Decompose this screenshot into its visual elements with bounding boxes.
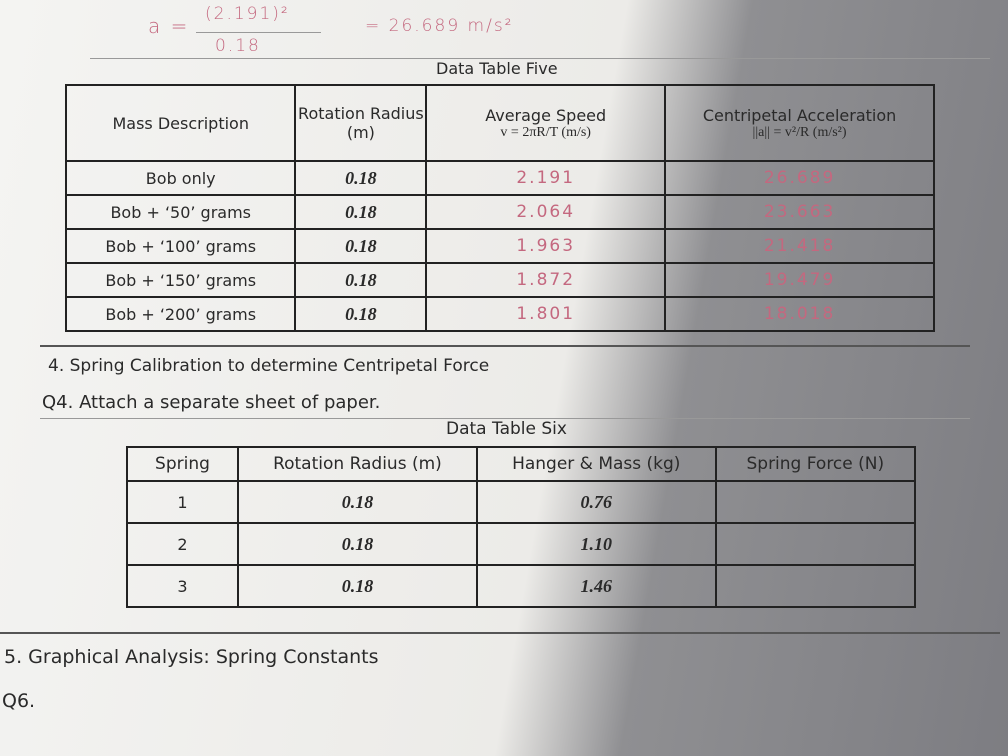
formula-result: = 26.689 m/s² bbox=[365, 16, 514, 36]
fraction-bar bbox=[196, 32, 321, 33]
rule bbox=[40, 345, 970, 347]
header-formula: ||a|| = v²/R (m/s²) bbox=[752, 124, 847, 140]
header-text: Centripetal Acceleration bbox=[702, 105, 897, 125]
section-heading: 5. Graphical Analysis: Spring Constants bbox=[4, 646, 379, 668]
table-row: Bob only 0.18 2.191 26.689 bbox=[64, 160, 935, 196]
column-header: Spring Force (N) bbox=[714, 446, 917, 482]
formula-numerator: (2.191)² bbox=[205, 4, 290, 24]
header-text: Rotation Radius (m) bbox=[298, 104, 424, 142]
table-cell: 23.663 bbox=[664, 194, 935, 230]
table-cell: 2 bbox=[126, 522, 239, 566]
data-table-six: Spring Rotation Radius (m) Hanger & Mass (… bbox=[126, 446, 917, 608]
table-row: Bob + ‘150’ grams 0.18 1.872 19.479 bbox=[64, 262, 935, 298]
table-title: Data Table Six bbox=[446, 419, 567, 439]
table-title: Data Table Five bbox=[436, 59, 558, 78]
table-cell: Bob + ‘100’ grams bbox=[64, 228, 297, 264]
table-cell: Bob + ‘50’ grams bbox=[64, 194, 297, 230]
empty-cell bbox=[714, 522, 917, 566]
table-cell: 0.18 bbox=[236, 480, 478, 524]
empty-cell bbox=[714, 564, 917, 608]
question: Q6. bbox=[2, 690, 36, 712]
column-header: Mass Description bbox=[64, 84, 297, 162]
table-cell: 0.18 bbox=[294, 194, 428, 230]
table-row: 1 0.18 0.76 bbox=[126, 480, 917, 524]
formula-denominator: 0.18 bbox=[215, 36, 261, 56]
table-row: Bob + ‘200’ grams 0.18 1.801 18.018 bbox=[64, 296, 935, 332]
column-header: Rotation Radius (m) bbox=[236, 446, 478, 482]
table-cell: 0.18 bbox=[294, 160, 428, 196]
table-row: 3 0.18 1.46 bbox=[126, 564, 917, 608]
table-cell: 0.18 bbox=[294, 296, 428, 332]
table-cell: 0.18 bbox=[294, 228, 428, 264]
table-cell: 0.18 bbox=[236, 522, 478, 566]
table-cell: 26.689 bbox=[664, 160, 935, 196]
rule bbox=[40, 418, 970, 419]
formula-lhs: a = bbox=[148, 14, 190, 38]
header-text: Average Speed bbox=[485, 105, 607, 125]
table-cell: 21.418 bbox=[664, 228, 935, 264]
table-cell: Bob + ‘150’ grams bbox=[64, 262, 297, 298]
table-cell: 1.872 bbox=[425, 262, 667, 298]
table-cell: 1.46 bbox=[475, 564, 717, 608]
table-row: Bob + ‘50’ grams 0.18 2.064 23.663 bbox=[64, 194, 935, 230]
table-cell: 1.10 bbox=[475, 522, 717, 566]
table-cell: 18.018 bbox=[664, 296, 935, 332]
table-cell: Bob + ‘200’ grams bbox=[64, 296, 297, 332]
table-row: 2 0.18 1.10 bbox=[126, 522, 917, 566]
table-cell: 19.479 bbox=[664, 262, 935, 298]
table-cell: 1 bbox=[126, 480, 239, 524]
question: Q4. Attach a separate sheet of paper. bbox=[42, 392, 381, 413]
table-cell: 1.801 bbox=[425, 296, 667, 332]
rule bbox=[90, 58, 990, 59]
column-header: Spring bbox=[126, 446, 239, 482]
empty-cell bbox=[714, 480, 917, 524]
section-heading: 4. Spring Calibration to determine Centr… bbox=[48, 356, 490, 376]
table-cell: 1.963 bbox=[425, 228, 667, 264]
rule bbox=[0, 632, 1000, 634]
header-row: Mass Description Rotation Radius (m) Avera… bbox=[64, 84, 935, 162]
column-header: Centripetal Acceleration ||a|| = v²/R (m/… bbox=[664, 84, 935, 162]
table-cell: 0.76 bbox=[475, 480, 717, 524]
column-header: Rotation Radius (m) bbox=[294, 84, 428, 162]
table-cell: 0.18 bbox=[236, 564, 478, 608]
table-cell: Bob only bbox=[64, 160, 297, 196]
table-cell: 3 bbox=[126, 564, 239, 608]
header-row: Spring Rotation Radius (m) Hanger & Mass (… bbox=[126, 446, 917, 482]
column-header: Average Speed v = 2πR/T (m/s) bbox=[425, 84, 667, 162]
table-cell: 2.191 bbox=[425, 160, 667, 196]
header-formula: v = 2πR/T (m/s) bbox=[500, 124, 591, 140]
data-table-five: Mass Description Rotation Radius (m) Avera… bbox=[64, 84, 935, 332]
table-cell: 0.18 bbox=[294, 262, 428, 298]
table-row: Bob + ‘100’ grams 0.18 1.963 21.418 bbox=[64, 228, 935, 264]
header-text: Mass Description bbox=[112, 113, 249, 133]
column-header: Hanger & Mass (kg) bbox=[475, 446, 717, 482]
table-cell: 2.064 bbox=[425, 194, 667, 230]
